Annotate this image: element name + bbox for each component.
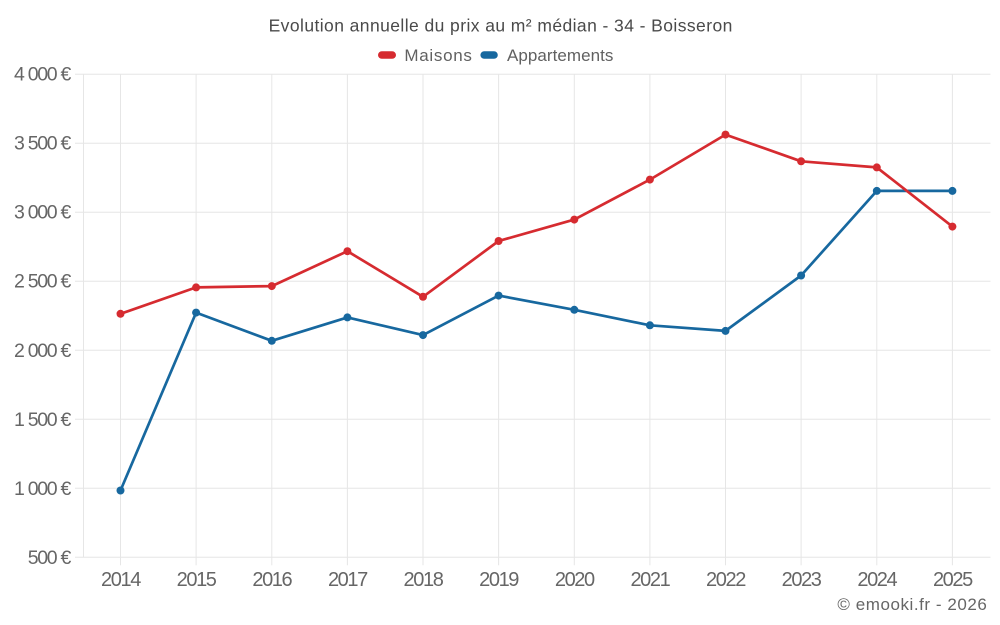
svg-text:2015: 2015 — [177, 569, 217, 591]
svg-text:2020: 2020 — [555, 569, 595, 591]
svg-text:2023: 2023 — [782, 569, 822, 591]
svg-text:2018: 2018 — [404, 569, 444, 591]
svg-text:3 500 €: 3 500 € — [14, 133, 71, 155]
svg-text:3 000 €: 3 000 € — [14, 202, 71, 224]
svg-text:© emooki.fr - 2026: © emooki.fr - 2026 — [837, 595, 987, 614]
svg-text:2024: 2024 — [857, 569, 897, 591]
svg-text:2017: 2017 — [328, 569, 368, 591]
svg-text:2 000 €: 2 000 € — [14, 340, 71, 362]
svg-text:2022: 2022 — [706, 569, 746, 591]
svg-text:1 000 €: 1 000 € — [14, 478, 71, 500]
svg-text:Maisons: Maisons — [404, 46, 472, 65]
svg-text:Appartements: Appartements — [507, 46, 613, 65]
svg-text:Evolution annuelle du prix au: Evolution annuelle du prix au m² médian … — [269, 16, 733, 36]
svg-text:2016: 2016 — [252, 569, 292, 591]
svg-text:2021: 2021 — [630, 569, 670, 591]
svg-text:2014: 2014 — [101, 569, 141, 591]
svg-text:2019: 2019 — [479, 569, 519, 591]
svg-text:500 €: 500 € — [28, 547, 72, 569]
svg-text:4 000 €: 4 000 € — [14, 64, 71, 86]
svg-text:1 500 €: 1 500 € — [14, 409, 71, 431]
svg-text:2025: 2025 — [933, 569, 973, 591]
svg-text:2 500 €: 2 500 € — [14, 271, 71, 293]
